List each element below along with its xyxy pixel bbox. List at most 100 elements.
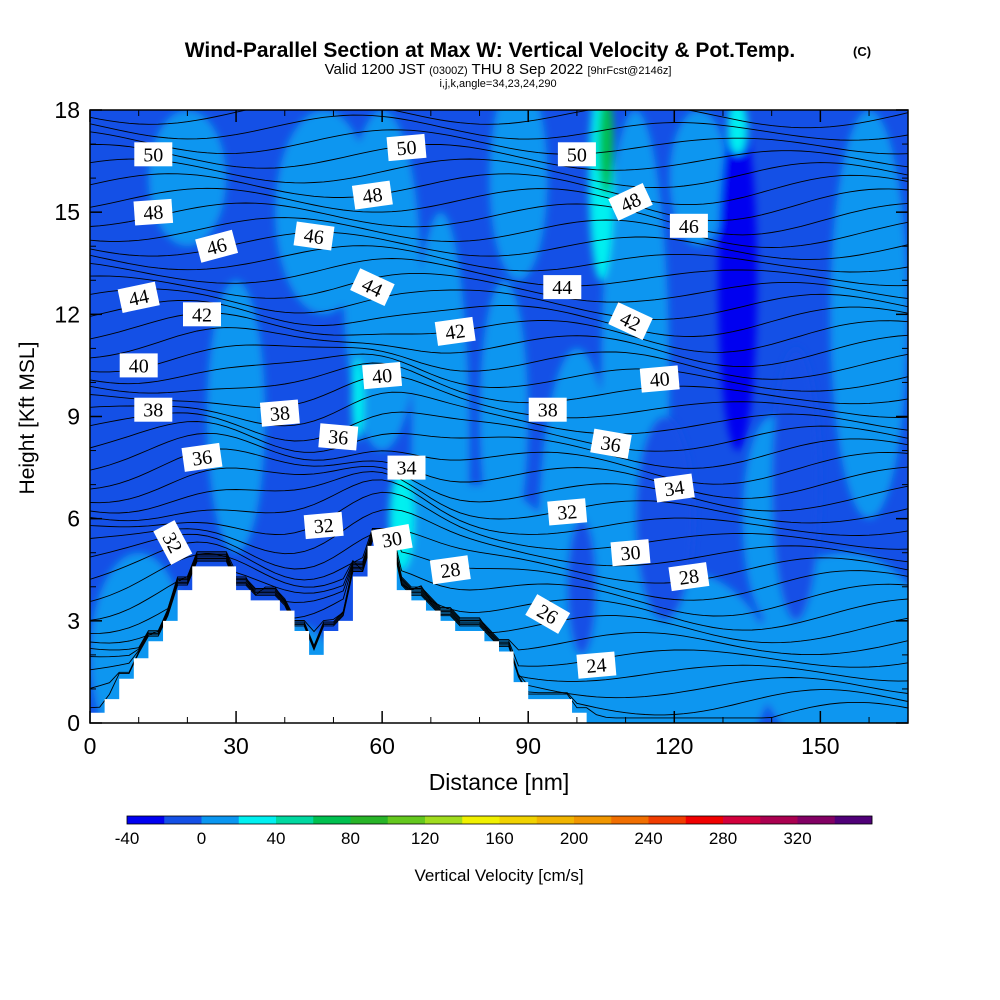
isentrope-label: 32 [547, 498, 588, 526]
isentrope-label-text: 32 [313, 515, 335, 539]
isentrope-line [90, 471, 908, 524]
chart-title: Wind-Parallel Section at Max W: Vertical… [185, 39, 796, 62]
isentrope-label-text: 32 [556, 501, 578, 525]
colorbar-swatch [760, 816, 798, 824]
colorbar-swatch [499, 816, 538, 824]
isentrope-label: 26 [525, 594, 571, 634]
colorbar-swatch [797, 816, 836, 824]
isentrope-label-text: 30 [380, 528, 404, 553]
colorbar-tick-label: 80 [341, 829, 360, 848]
isentrope-line [90, 479, 908, 536]
isentrope-label: 50 [386, 133, 427, 162]
isentrope-label: 38 [134, 397, 173, 422]
isentrope-line [90, 448, 908, 499]
colorbar-swatch [648, 816, 687, 824]
isentrope-line [90, 344, 908, 380]
isentrope-label: 30 [371, 523, 413, 555]
isentrope-label: 36 [590, 428, 632, 459]
isentrope-line [90, 533, 908, 656]
colorbar-swatch [723, 816, 761, 824]
velocity-region [275, 110, 373, 315]
colorbar-tick-label: 240 [634, 829, 662, 848]
isentrope-line [90, 529, 908, 617]
colorbar-swatch [425, 816, 463, 824]
isentrope-line [90, 532, 908, 644]
isentrope-label-text: 36 [191, 446, 214, 471]
x-tick-label: 60 [369, 733, 395, 759]
chart-subtitle: Valid 1200 JST (0300Z) THU 8 Sep 2022 [9… [325, 61, 672, 78]
colorbar-swatch [611, 816, 649, 824]
isentrope-label: 24 [576, 651, 617, 679]
isentrope-line [90, 491, 908, 551]
subtitle-forecast: [9hrFcst@2146z] [587, 65, 671, 77]
velocity-region [598, 110, 614, 196]
isentrope-line [90, 173, 908, 206]
velocity-region [830, 110, 908, 519]
isentrope-label: 44 [543, 275, 582, 300]
isentrope-label: 38 [528, 397, 567, 422]
isentrope-line [90, 202, 908, 236]
colorbar-tick-label: 0 [197, 829, 206, 848]
isentrope-label-text: 48 [361, 184, 384, 209]
isentrope-label-text: 50 [143, 144, 163, 166]
colorbar-swatch [834, 816, 873, 824]
isentrope-label: 32 [303, 511, 344, 540]
isentrope-line [90, 143, 908, 171]
colorbar-swatch [313, 816, 351, 824]
isentrope-line [90, 114, 908, 141]
isentrope-line [90, 312, 908, 353]
isentrope-label-text: 44 [552, 277, 572, 299]
colorbar: -40 0 40 80 120 160 200 240 280 320 [115, 815, 873, 848]
isentrope-line [90, 299, 908, 337]
isentrope-label-text: 44 [127, 285, 151, 311]
velocity-region [718, 110, 758, 451]
y-tick-label: 6 [67, 506, 80, 532]
isentrope-line [90, 129, 908, 155]
colorbar-swatch [685, 816, 724, 824]
isentrope-label-text: 42 [444, 320, 467, 345]
x-tick-label: 90 [515, 733, 541, 759]
isentrope-label-text: 50 [396, 137, 418, 161]
colorbar-swatch [238, 816, 277, 824]
isentrope-label: 28 [429, 555, 471, 585]
subtitle-utc: (0300Z) [429, 65, 468, 77]
isentrope-label: 46 [669, 213, 708, 238]
isentrope-label: 38 [259, 399, 300, 427]
colorbar-swatch [462, 816, 500, 824]
x-tick-label: 150 [801, 733, 839, 759]
colorbar-label: Vertical Velocity [cm/s] [414, 866, 583, 885]
isentrope-label: 46 [293, 221, 335, 251]
isentrope-label-text: 30 [620, 542, 642, 566]
isentrope-line [90, 217, 908, 248]
velocity-region [351, 358, 364, 441]
colorbar-swatch [387, 816, 426, 824]
velocity-region [669, 110, 728, 247]
isentrope-label: 36 [181, 442, 223, 472]
isentrope-label: 28 [668, 562, 710, 592]
isentrope-label: 34 [387, 455, 426, 480]
y-tick-label: 12 [54, 301, 80, 327]
colorbar-tick-label: -40 [115, 829, 140, 848]
isentrope-label-text: 38 [538, 400, 558, 422]
velocity-region [206, 280, 266, 553]
colorbar-swatch [127, 816, 165, 824]
isentrope-line [90, 432, 908, 485]
isentrope-label: 46 [195, 229, 239, 263]
colorbar-tick-label: 40 [267, 829, 286, 848]
colorbar-tick-label: 200 [560, 829, 588, 848]
colorbar-swatch [276, 816, 314, 824]
colorbar-swatch [536, 816, 575, 824]
isentrope-label: 40 [639, 365, 680, 393]
y-tick-label: 0 [67, 710, 80, 736]
isentrope-line [90, 528, 908, 601]
isentrope-label-text: 34 [663, 477, 686, 502]
isentrope-label-text: 46 [679, 216, 699, 238]
colorbar-tick-label: 320 [783, 829, 811, 848]
x-tick-label: 30 [223, 733, 249, 759]
isentrope-label-text: 28 [678, 565, 701, 590]
isentrope-line [90, 110, 908, 129]
y-tick-label: 9 [67, 404, 80, 430]
isentrope-line [90, 465, 908, 512]
